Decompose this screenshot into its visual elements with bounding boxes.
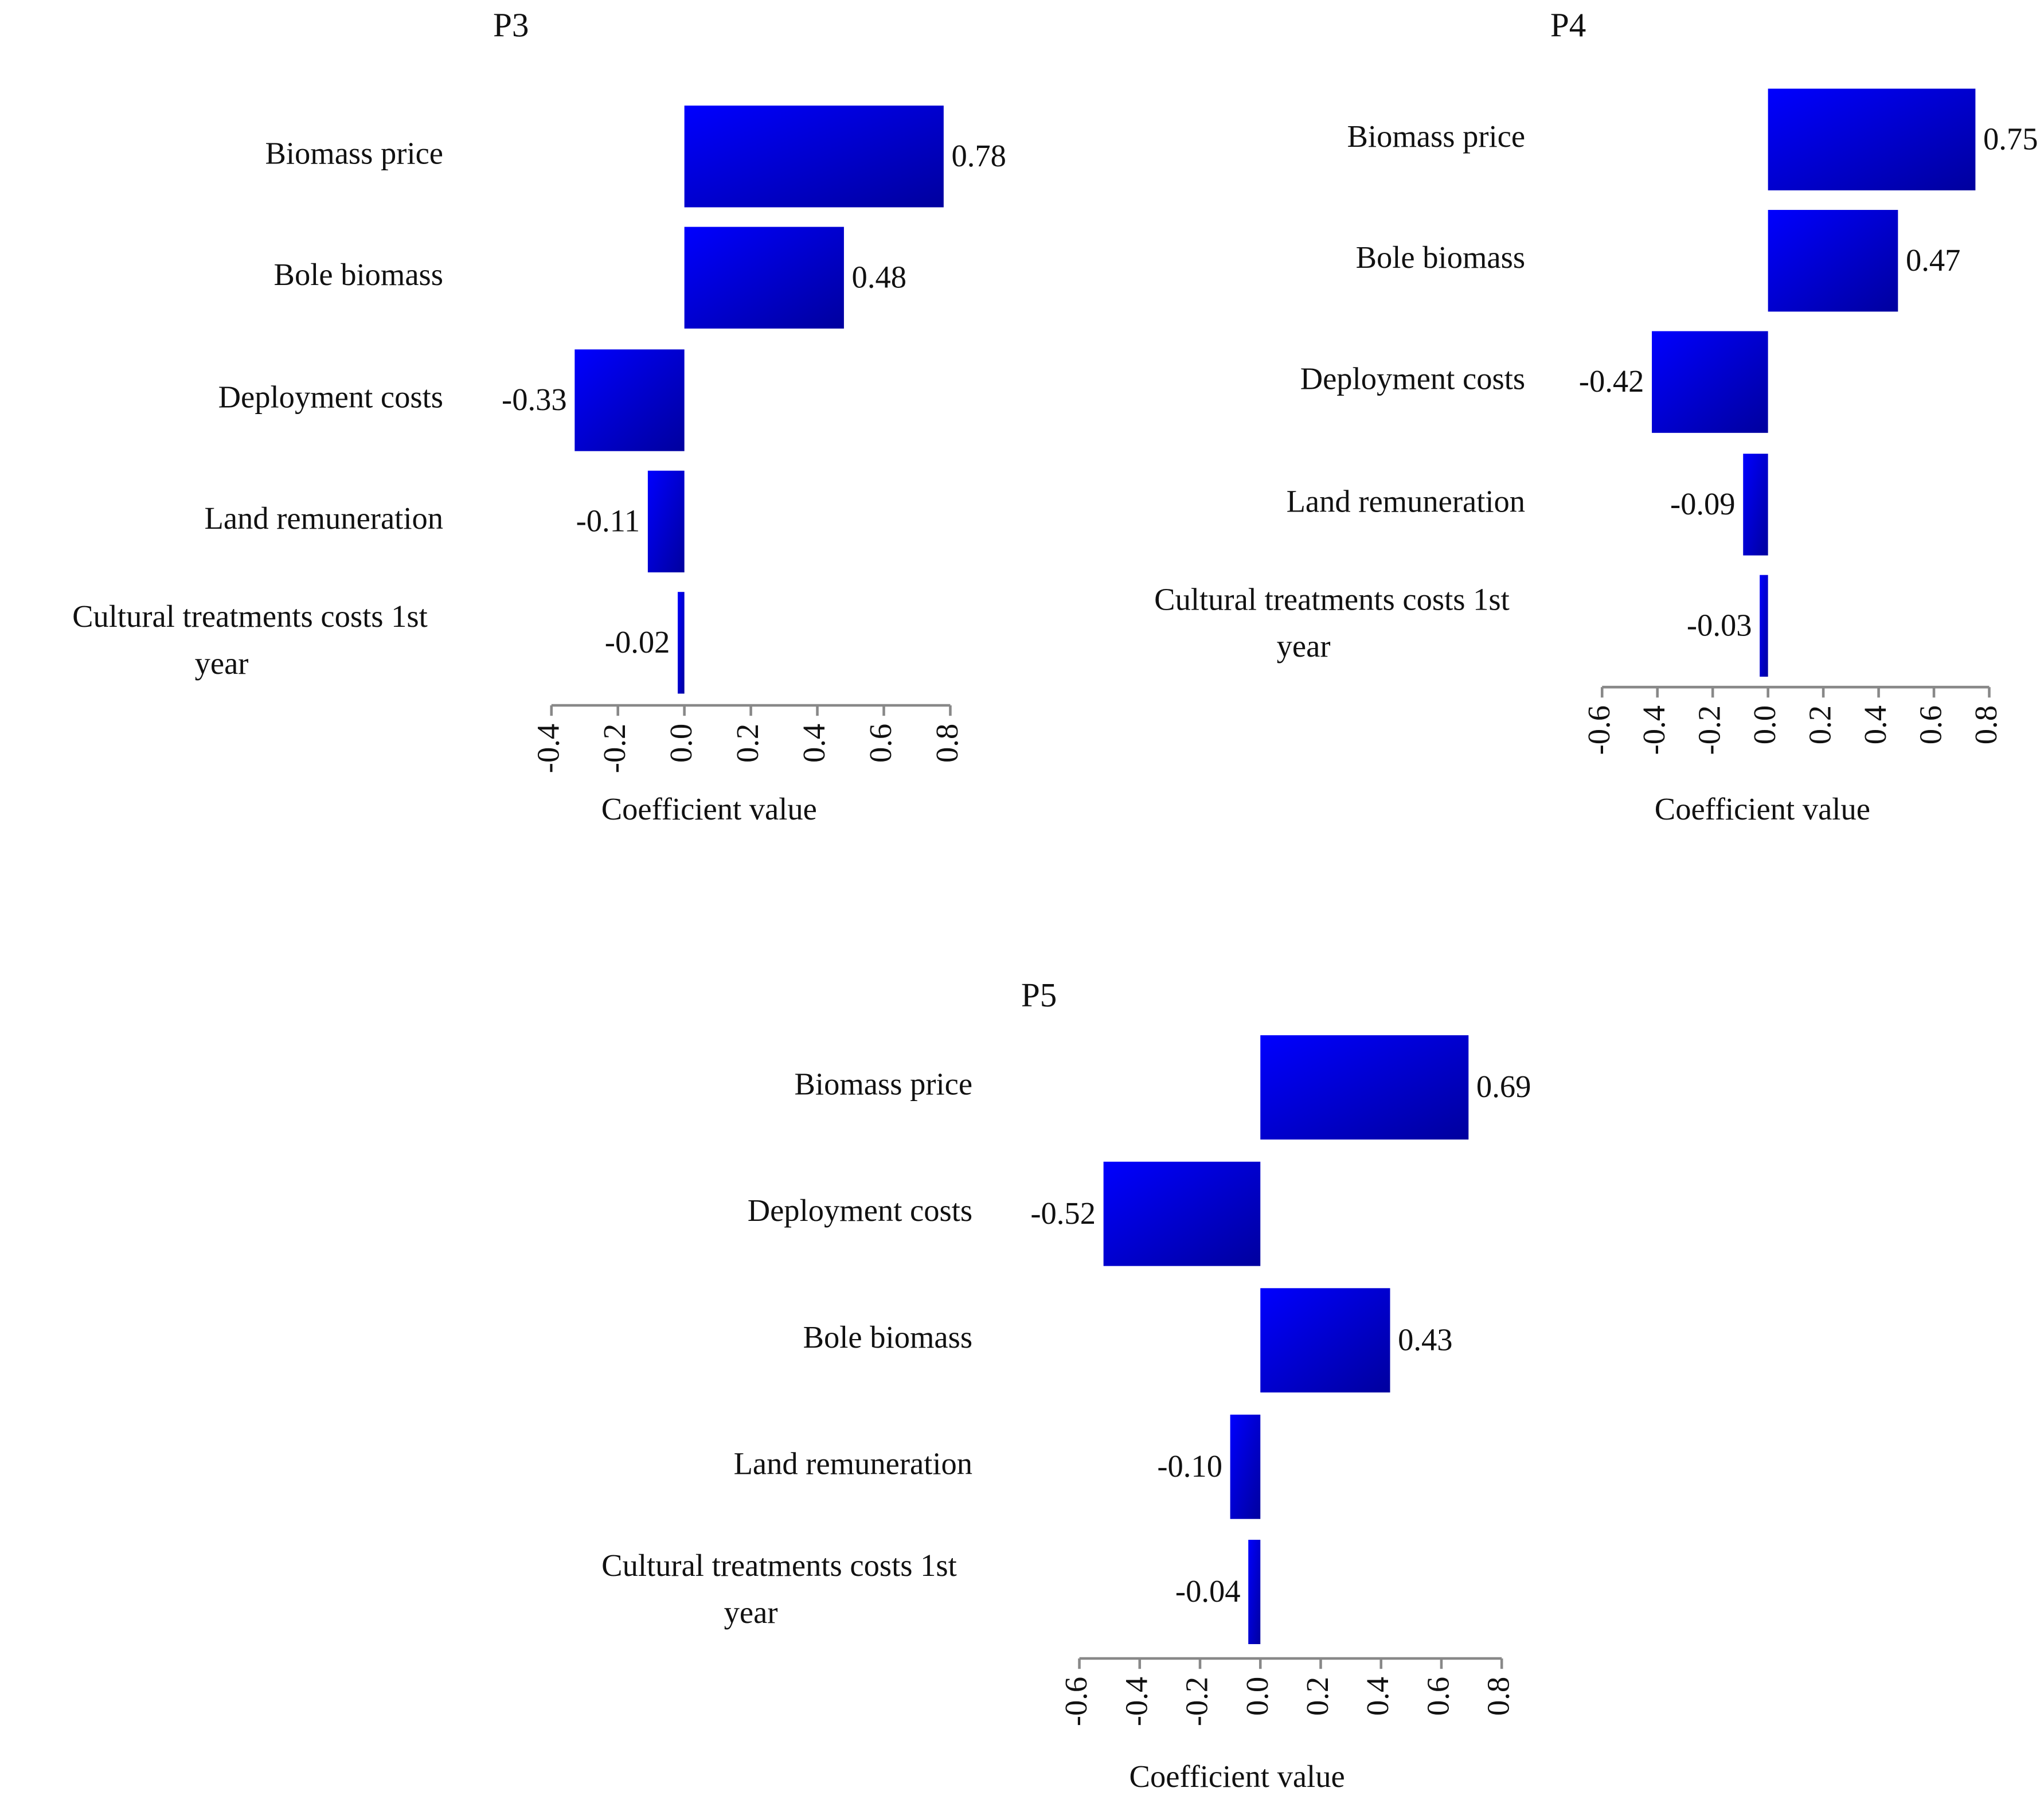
x-tick-label: -0.4 — [1636, 705, 1671, 755]
bar — [574, 349, 685, 451]
x-tick-label: -0.2 — [1179, 1677, 1214, 1726]
value-label: -0.04 — [1175, 1574, 1241, 1609]
category-label: Biomass price — [795, 1067, 973, 1102]
category-label: Bole biomass — [274, 257, 443, 292]
x-axis-label: Coefficient value — [1655, 791, 1870, 826]
chart-title: P4 — [1550, 6, 1586, 44]
bar — [1743, 454, 1768, 556]
x-tick-label: -0.6 — [1058, 1677, 1093, 1726]
category-label: Land remuneration — [1287, 483, 1526, 518]
x-tick-label: 0.8 — [1968, 705, 2003, 744]
category-label: Biomass price — [1347, 119, 1526, 154]
bar — [684, 227, 844, 329]
category-label: Biomass price — [265, 135, 443, 170]
category-label: Bole biomass — [1356, 240, 1525, 275]
x-tick-label: 0.8 — [1481, 1677, 1516, 1716]
x-tick-label: -0.4 — [1119, 1677, 1154, 1726]
value-label: -0.10 — [1157, 1449, 1222, 1484]
category-label: Cultural treatments costs 1st year — [601, 1548, 964, 1630]
category-label: Land remuneration — [734, 1446, 973, 1481]
x-tick-label: -0.4 — [530, 724, 565, 773]
value-label: 0.43 — [1398, 1322, 1452, 1357]
category-label: Cultural treatments costs 1st year — [1154, 581, 1517, 663]
category-label: Bole biomass — [803, 1320, 972, 1355]
value-label: 0.78 — [951, 138, 1006, 173]
category-label: Cultural treatments costs 1st year — [72, 598, 435, 680]
value-label: 0.48 — [852, 259, 906, 294]
x-tick-label: 0.4 — [1858, 705, 1893, 744]
value-label: -0.03 — [1687, 607, 1752, 642]
value-label: -0.11 — [576, 503, 640, 538]
value-label: -0.33 — [502, 382, 567, 417]
value-label: -0.42 — [1579, 364, 1644, 399]
x-tick-label: 0.2 — [730, 724, 765, 763]
bar — [678, 592, 685, 694]
bar — [1103, 1161, 1261, 1266]
bar — [1768, 210, 1898, 312]
category-label: Land remuneration — [205, 501, 444, 536]
bar — [1248, 1540, 1261, 1644]
x-tick-label: 0.6 — [863, 724, 898, 763]
x-tick-label: 0.4 — [1360, 1677, 1395, 1716]
x-tick-label: 0.6 — [1913, 705, 1948, 744]
chart-title: P3 — [493, 6, 529, 44]
x-tick-label: 0.2 — [1300, 1677, 1335, 1716]
category-label: Deployment costs — [748, 1193, 972, 1228]
chart-title: P5 — [1021, 976, 1057, 1014]
value-label: -0.09 — [1670, 486, 1736, 521]
x-tick-label: 0.0 — [663, 724, 698, 763]
x-tick-label: 0.4 — [796, 724, 831, 763]
bar — [1230, 1414, 1261, 1519]
bar — [1260, 1035, 1469, 1140]
bar — [684, 106, 944, 208]
bar — [1260, 1288, 1390, 1393]
category-label: Deployment costs — [218, 380, 443, 415]
bar — [1652, 331, 1768, 433]
value-label: 0.69 — [1476, 1069, 1531, 1104]
x-tick-label: 0.2 — [1803, 705, 1838, 744]
x-axis-label: Coefficient value — [1130, 1759, 1345, 1794]
x-tick-label: -0.2 — [1692, 705, 1727, 755]
x-tick-label: 0.6 — [1420, 1677, 1455, 1716]
x-axis-label: Coefficient value — [601, 791, 817, 826]
x-tick-label: -0.6 — [1581, 705, 1616, 755]
value-label: 0.75 — [1983, 121, 2038, 156]
category-label: Deployment costs — [1300, 361, 1525, 396]
bar — [1768, 88, 1976, 190]
x-tick-label: 0.0 — [1747, 705, 1782, 744]
x-tick-label: 0.8 — [929, 724, 964, 763]
value-label: -0.52 — [1030, 1196, 1096, 1231]
x-tick-label: -0.2 — [597, 724, 632, 773]
value-label: -0.02 — [605, 625, 670, 659]
value-label: 0.47 — [1906, 243, 1960, 278]
x-tick-label: 0.0 — [1240, 1677, 1275, 1716]
bar — [1760, 575, 1768, 677]
bar — [647, 470, 685, 573]
